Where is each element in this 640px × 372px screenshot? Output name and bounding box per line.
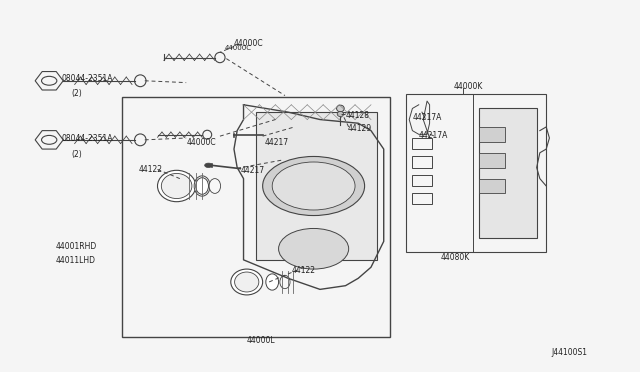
Bar xyxy=(412,138,431,149)
Text: (2): (2) xyxy=(72,150,82,159)
Circle shape xyxy=(205,163,212,167)
Text: 44217: 44217 xyxy=(241,166,264,175)
Ellipse shape xyxy=(209,179,221,193)
Text: 44000K: 44000K xyxy=(454,82,483,91)
Circle shape xyxy=(272,162,355,210)
Text: 44001RHD: 44001RHD xyxy=(56,242,97,251)
Text: 44129: 44129 xyxy=(348,124,372,133)
Circle shape xyxy=(262,157,365,215)
Text: 44217A: 44217A xyxy=(412,113,442,122)
Text: 44000C: 44000C xyxy=(234,39,264,48)
Text: 08044-2351A: 08044-2351A xyxy=(62,134,113,142)
Bar xyxy=(412,193,431,205)
Bar xyxy=(122,97,390,337)
Circle shape xyxy=(278,228,349,269)
Text: 44122: 44122 xyxy=(291,266,316,275)
Bar xyxy=(412,157,431,167)
Bar xyxy=(479,179,505,193)
Text: 44011LHD: 44011LHD xyxy=(56,256,95,266)
Bar xyxy=(406,94,546,253)
Ellipse shape xyxy=(194,176,210,196)
Text: J44100S1: J44100S1 xyxy=(552,349,588,357)
Text: 44217: 44217 xyxy=(264,138,289,147)
Text: 44000C: 44000C xyxy=(186,138,216,147)
Text: (2): (2) xyxy=(72,89,82,98)
Ellipse shape xyxy=(231,269,262,295)
Text: 44000C: 44000C xyxy=(225,45,252,51)
Bar xyxy=(412,175,431,186)
Text: 08044-2351A: 08044-2351A xyxy=(62,74,113,83)
Bar xyxy=(479,109,537,238)
Ellipse shape xyxy=(235,272,259,292)
Ellipse shape xyxy=(266,274,278,290)
Ellipse shape xyxy=(337,112,344,116)
Text: 44128: 44128 xyxy=(346,111,369,121)
Bar xyxy=(479,153,505,167)
Text: 44122: 44122 xyxy=(138,165,163,174)
Ellipse shape xyxy=(337,105,344,112)
Ellipse shape xyxy=(161,173,192,199)
Text: 44080K: 44080K xyxy=(441,253,470,263)
Text: 44217A: 44217A xyxy=(419,131,448,140)
Ellipse shape xyxy=(280,275,290,289)
Bar xyxy=(479,127,505,142)
Ellipse shape xyxy=(196,178,209,194)
Ellipse shape xyxy=(157,170,196,202)
Text: 44000L: 44000L xyxy=(246,336,275,345)
Bar xyxy=(256,112,378,260)
